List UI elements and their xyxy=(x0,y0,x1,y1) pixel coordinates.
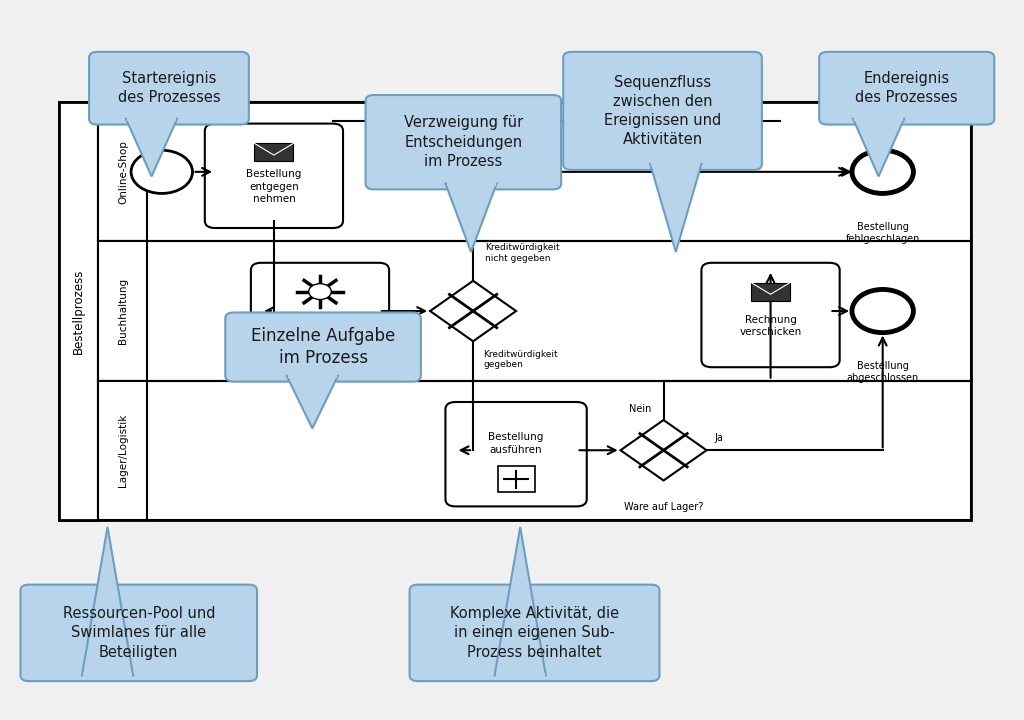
Text: Endereignis
des Prozesses: Endereignis des Prozesses xyxy=(855,71,958,105)
FancyBboxPatch shape xyxy=(819,52,994,125)
Text: Sequenzfluss
zwischen den
Ereignissen und
Aktivitäten: Sequenzfluss zwischen den Ereignissen un… xyxy=(604,75,721,147)
Text: Kreditwürdigkeit
gegeben: Kreditwürdigkeit gegeben xyxy=(483,350,558,369)
FancyBboxPatch shape xyxy=(410,585,659,681)
FancyBboxPatch shape xyxy=(251,263,389,367)
Text: Verzweigung für
Entscheidungen
im Prozess: Verzweigung für Entscheidungen im Prozes… xyxy=(403,115,523,169)
Text: Nein: Nein xyxy=(629,404,651,414)
Text: Komplexe Aktivität, die
in einen eigenen Sub-
Prozess beinhaltet: Komplexe Aktivität, die in einen eigenen… xyxy=(450,606,620,660)
FancyBboxPatch shape xyxy=(563,52,762,170)
Bar xyxy=(59,102,98,520)
Text: Ware auf Lager?: Ware auf Lager? xyxy=(624,502,703,512)
Polygon shape xyxy=(82,527,133,675)
Bar xyxy=(255,143,294,161)
Text: Ja: Ja xyxy=(715,433,724,443)
Text: Buchhaltung: Buchhaltung xyxy=(118,278,128,344)
Text: Startereignis
des Prozesses: Startereignis des Prozesses xyxy=(118,71,220,105)
Polygon shape xyxy=(445,184,497,252)
Text: Bestellung
fehlgeschlagen: Bestellung fehlgeschlagen xyxy=(846,222,920,244)
Text: Ressourcen-Pool und
Swimlanes für alle
Beteiligten: Ressourcen-Pool und Swimlanes für alle B… xyxy=(62,606,215,660)
Circle shape xyxy=(852,150,913,194)
FancyBboxPatch shape xyxy=(20,585,257,681)
Bar xyxy=(98,381,971,520)
Polygon shape xyxy=(126,119,177,176)
Polygon shape xyxy=(621,420,707,480)
Circle shape xyxy=(309,284,332,300)
Text: Lager/Logistik: Lager/Logistik xyxy=(118,413,128,487)
Bar xyxy=(98,381,147,520)
Bar xyxy=(751,282,791,301)
FancyBboxPatch shape xyxy=(89,52,249,125)
Text: Einzelne Aufgabe
im Prozess: Einzelne Aufgabe im Prozess xyxy=(251,327,395,367)
Polygon shape xyxy=(287,376,338,428)
Text: Bestellung
entgegen
nehmen: Bestellung entgegen nehmen xyxy=(246,169,302,204)
Text: Rechnung
verschicken: Rechnung verschicken xyxy=(739,315,802,337)
Text: Bestellprozess: Bestellprozess xyxy=(73,269,85,354)
Polygon shape xyxy=(650,164,701,252)
Bar xyxy=(98,102,147,241)
Text: Kreditwürdigkeit
prüfen: Kreditwürdigkeit prüfen xyxy=(278,315,362,337)
FancyBboxPatch shape xyxy=(225,312,421,382)
FancyBboxPatch shape xyxy=(366,95,561,189)
Bar xyxy=(498,467,535,492)
FancyBboxPatch shape xyxy=(445,402,587,506)
FancyBboxPatch shape xyxy=(701,263,840,367)
Bar xyxy=(59,102,971,520)
Bar xyxy=(98,241,971,381)
Text: Kreditwürdigkeit
nicht gegeben: Kreditwürdigkeit nicht gegeben xyxy=(485,243,560,263)
Bar xyxy=(98,241,147,381)
Polygon shape xyxy=(853,119,904,176)
Text: Online-Shop: Online-Shop xyxy=(118,140,128,204)
Polygon shape xyxy=(430,281,516,341)
Circle shape xyxy=(852,289,913,333)
Text: Bestellung
abgeschlossen: Bestellung abgeschlossen xyxy=(847,361,919,384)
Circle shape xyxy=(131,150,193,194)
Text: Bestellung
ausführen: Bestellung ausführen xyxy=(488,432,544,454)
FancyBboxPatch shape xyxy=(205,124,343,228)
Bar xyxy=(98,102,971,241)
Polygon shape xyxy=(495,527,546,675)
